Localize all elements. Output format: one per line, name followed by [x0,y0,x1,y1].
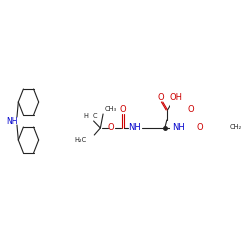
Text: CH₂: CH₂ [229,124,241,130]
Text: O: O [188,104,194,114]
Text: NH: NH [6,116,17,126]
Text: NH: NH [172,124,185,132]
Text: OH: OH [170,94,183,102]
Text: CH₃: CH₃ [104,106,117,112]
Text: C: C [92,113,97,119]
Text: H: H [83,113,88,119]
Text: H₂C: H₂C [74,137,87,143]
Text: O: O [196,124,203,132]
Text: O: O [120,104,126,114]
Text: O: O [108,124,114,132]
Text: NH: NH [128,124,141,132]
Text: O: O [158,94,164,102]
